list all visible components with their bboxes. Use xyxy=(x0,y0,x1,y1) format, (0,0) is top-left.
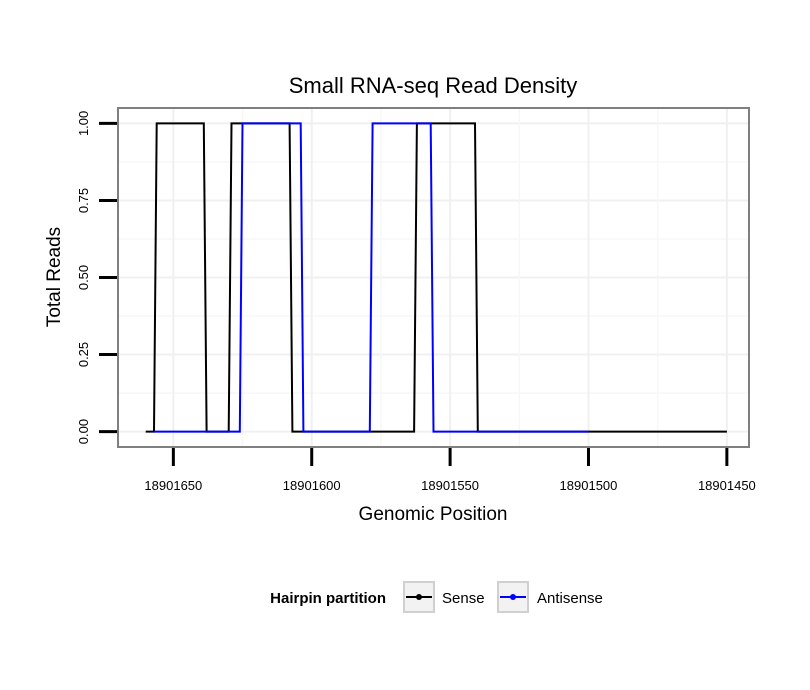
x-tick-label: 18901500 xyxy=(560,478,618,493)
y-tick-label: 0.50 xyxy=(76,265,91,290)
x-axis: 18901650 18901600 18901550 18901500 18901450 xyxy=(144,448,756,493)
x-tick-label: 18901650 xyxy=(144,478,202,493)
legend-label-sense: Sense xyxy=(442,590,485,607)
chart-title: Small RNA-seq Read Density xyxy=(289,73,578,98)
y-axis: 0.00 0.25 0.50 0.75 1.00 xyxy=(76,111,117,444)
y-axis-title: Total Reads xyxy=(44,227,65,327)
series-line-antisense xyxy=(154,122,589,433)
x-tick-label: 18901600 xyxy=(283,478,341,493)
legend: Hairpin partition Sense Antisense xyxy=(270,581,603,613)
series-layer xyxy=(145,122,727,433)
legend-item-antisense: Antisense xyxy=(497,581,603,613)
y-tick-label: 1.00 xyxy=(76,111,91,136)
plot-panel-border xyxy=(117,107,750,448)
y-tick-label: 0.00 xyxy=(76,419,91,444)
y-tick-label: 0.75 xyxy=(76,188,91,213)
x-tick-label: 18901550 xyxy=(421,478,479,493)
legend-dot-antisense xyxy=(510,594,516,600)
legend-dot-sense xyxy=(416,594,422,600)
x-axis-title: Genomic Position xyxy=(359,504,508,525)
legend-label-antisense: Antisense xyxy=(537,590,603,607)
legend-title: Hairpin partition xyxy=(270,590,386,607)
y-tick-label: 0.25 xyxy=(76,342,91,367)
x-tick-label: 18901450 xyxy=(698,478,756,493)
legend-item-sense: Sense xyxy=(403,581,485,613)
